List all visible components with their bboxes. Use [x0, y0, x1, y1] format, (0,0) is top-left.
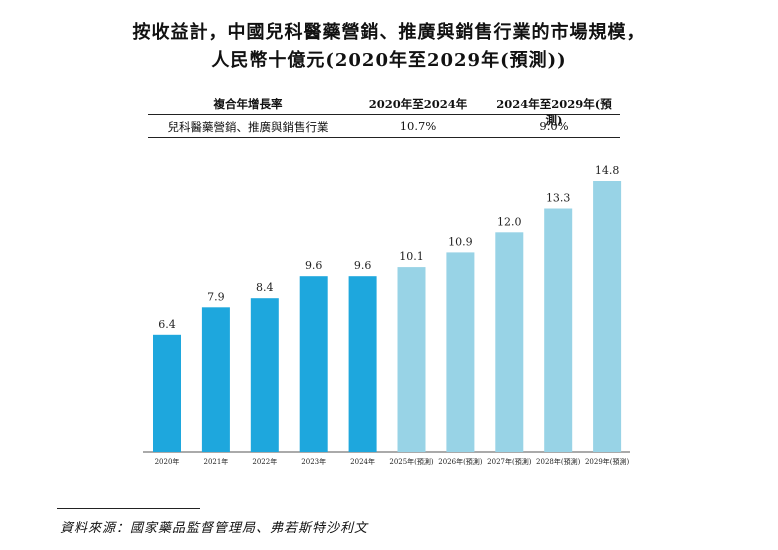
bar-6: [446, 252, 475, 452]
cagr-header-label: 複合年增長率: [213, 97, 283, 111]
cagr-header-2024-2029: 2024年至2029年(預測): [496, 97, 612, 127]
x-tick-label-0: 2020年: [155, 457, 180, 466]
chart-title-line1: 按收益計，中國兒科醫藥營銷、推廣與銷售行業的市場規模，: [132, 22, 646, 43]
cagr-value-2020-2024: 10.7%: [399, 119, 437, 133]
x-tick-label-6: 2026年(預測): [438, 457, 483, 466]
cagr-table: 複合年增長率 2020年至2024年 2024年至2029年(預測) 兒科醫藥營…: [148, 92, 620, 138]
bar-9: [593, 181, 622, 452]
value-label-6: 10.9: [448, 235, 473, 248]
bar-2: [250, 298, 279, 452]
x-tick-label-3: 2023年: [301, 457, 326, 466]
source-note: 資料來源：國家藥品監督管理局、弗若斯特沙利文: [60, 521, 369, 536]
value-label-5: 10.1: [399, 250, 424, 263]
bar-7: [495, 232, 524, 452]
x-tick-label-2: 2022年: [252, 457, 277, 466]
chart-title-line2: 人民幣十億元(2020年至2029年(預測)): [211, 50, 567, 71]
bar-3: [299, 276, 328, 452]
value-label-1: 7.9: [207, 290, 225, 303]
x-tick-label-7: 2027年(預測): [487, 457, 532, 466]
bar-5: [397, 267, 426, 452]
bar-1: [201, 307, 230, 452]
bar-4: [348, 276, 377, 452]
value-label-2: 8.4: [256, 281, 274, 294]
cagr-data-row: 兒科醫藥營銷、推廣與銷售行業 10.7% 9.0%: [148, 115, 620, 138]
x-tick-label-5: 2025年(預測): [389, 457, 434, 466]
value-label-0: 6.4: [158, 318, 176, 331]
value-label-8: 13.3: [546, 192, 571, 205]
x-tick-label-4: 2024年: [350, 457, 375, 466]
bar-8: [544, 208, 573, 452]
cagr-header-row: 複合年增長率 2020年至2024年 2024年至2029年(預測): [148, 92, 620, 127]
value-label-7: 12.0: [497, 215, 522, 228]
cagr-row-label: 兒科醫藥營銷、推廣與銷售行業: [167, 120, 329, 134]
value-label-3: 9.6: [305, 259, 323, 272]
cagr-value-2024-2029: 9.0%: [539, 119, 569, 133]
bar-0: [153, 334, 181, 452]
value-label-4: 9.6: [354, 259, 372, 272]
cagr-header-2020-2024: 2020年至2024年: [368, 97, 468, 111]
x-tick-label-1: 2021年: [203, 457, 228, 466]
source-divider: [57, 508, 200, 509]
value-label-9: 14.8: [595, 164, 620, 177]
x-tick-label-8: 2028年(預測): [536, 457, 581, 466]
x-tick-label-9: 2029年(預測): [585, 457, 630, 466]
